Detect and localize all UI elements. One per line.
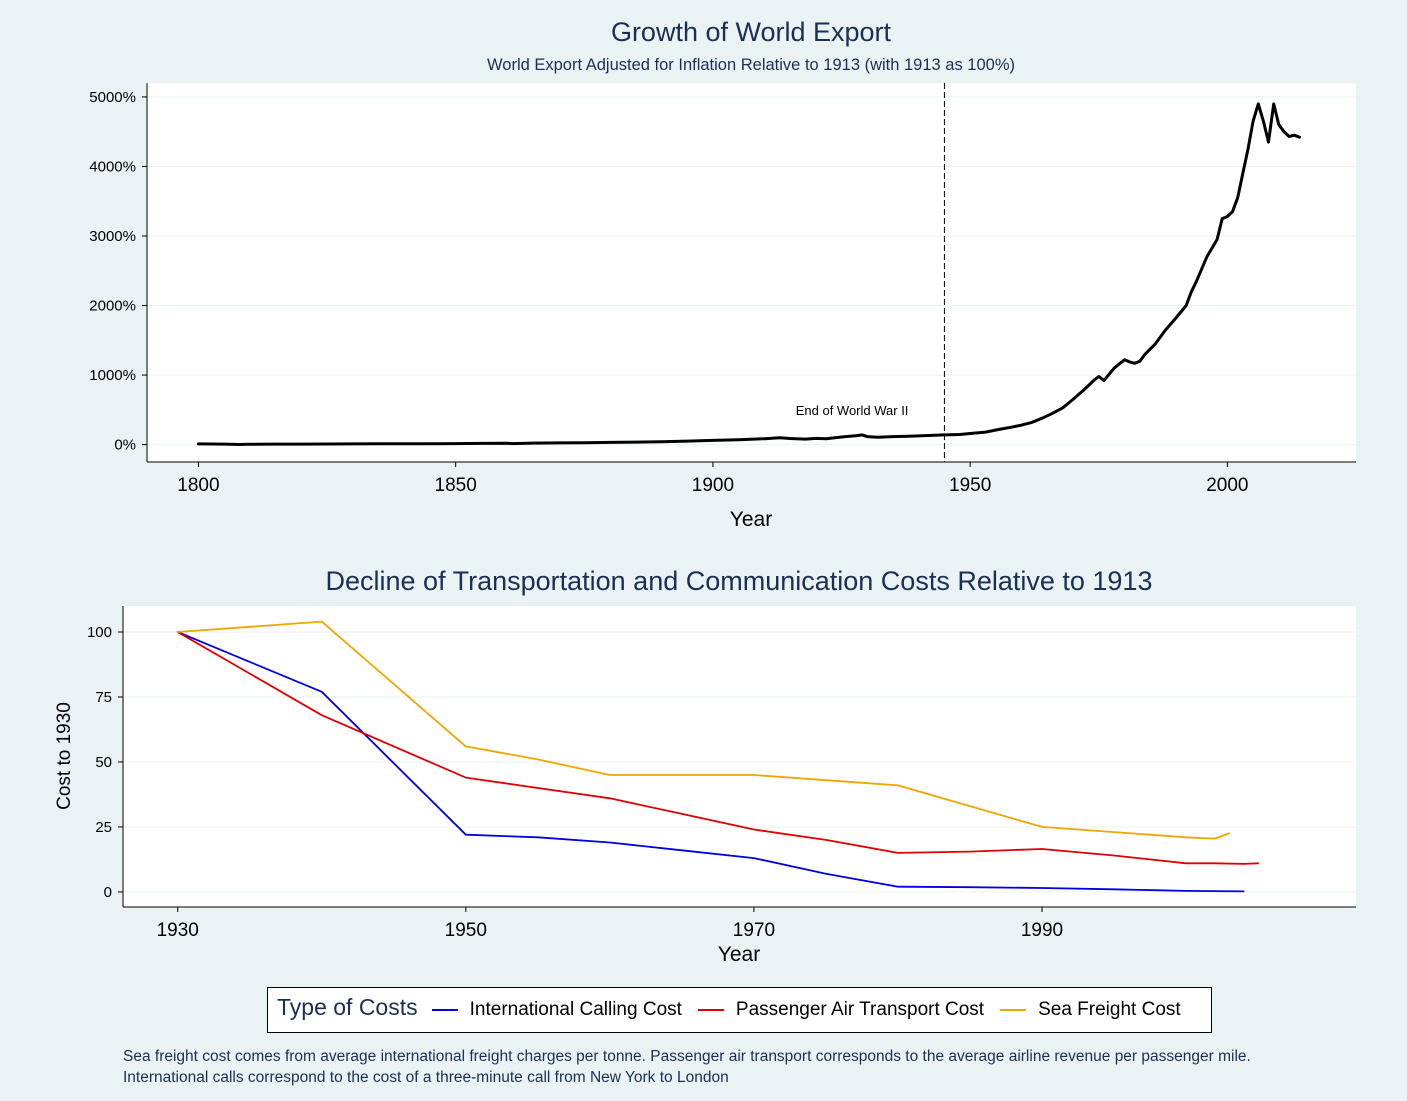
source-note-line-2: International calls correspond to the co… — [123, 1069, 729, 1086]
y-tick-label: 75 — [95, 689, 112, 706]
legend-swatch-air — [697, 1009, 724, 1011]
costs-x-axis-title: Year — [718, 943, 760, 966]
charts-canvas: Growth of World Export World Export Adju… — [54, 17, 1356, 966]
y-tick-label: 50 — [95, 754, 112, 771]
legend-label-calling: International Calling Cost — [469, 999, 682, 1020]
source-note-line-1: Sea freight cost comes from average inte… — [123, 1048, 1251, 1065]
x-tick-label: 1900 — [692, 475, 734, 496]
x-tick-label: 2000 — [1206, 475, 1248, 496]
export-series — [196, 102, 1301, 446]
series-line-2 — [176, 620, 1231, 840]
y-tick-label: 100 — [87, 624, 112, 641]
export-axes: 0% 1000% 2000% 3000% 4000% 5000% 1800 1850 1900 1… — [89, 83, 1356, 496]
costs-axes: 0 25 50 75 100 1930 1950 1970 1990 — [87, 606, 1356, 941]
export-chart: Growth of World Export World Export Adju… — [89, 17, 1356, 531]
series-line-0 — [196, 102, 1301, 446]
series-line-0 — [176, 631, 1245, 893]
y-tick-label: 1000% — [89, 367, 136, 384]
legend-label-air: Passenger Air Transport Cost — [735, 999, 985, 1020]
y-tick-label: 0 — [104, 884, 112, 901]
y-tick-label: 5000% — [89, 89, 136, 106]
x-tick-label: 1850 — [435, 475, 477, 496]
y-tick-label: 0% — [114, 437, 136, 454]
legend-swatch-sea — [1000, 1009, 1027, 1011]
x-tick-label: 1950 — [949, 475, 991, 496]
x-tick-label: 1800 — [177, 475, 219, 496]
export-gridlines — [147, 96, 1356, 446]
legend-item-sea: Sea Freight Cost — [1000, 999, 1181, 1021]
legend-swatch-calling — [431, 1009, 458, 1011]
legend: Type of Costs International Calling Cost… — [267, 987, 1212, 1033]
ww2-label: End of World War II — [796, 403, 909, 418]
costs-chart: Decline of Transportation and Communicat… — [54, 566, 1356, 966]
costs-chart-title: Decline of Transportation and Communicat… — [326, 566, 1153, 596]
legend-item-calling: International Calling Cost — [431, 999, 682, 1021]
export-chart-title: Growth of World Export — [611, 17, 892, 47]
legend-item-air: Passenger Air Transport Cost — [697, 999, 985, 1021]
costs-series — [176, 620, 1259, 893]
x-tick-label: 1930 — [157, 920, 199, 941]
y-tick-label: 2000% — [89, 298, 136, 315]
source-note: Sea freight cost comes from average inte… — [123, 1046, 1353, 1088]
y-tick-label: 3000% — [89, 228, 136, 245]
legend-label-sea: Sea Freight Cost — [1038, 999, 1181, 1020]
y-tick-label: 4000% — [89, 158, 136, 175]
x-tick-label: 1970 — [733, 920, 775, 941]
export-x-axis-title: Year — [730, 508, 772, 531]
y-tick-label: 25 — [95, 819, 112, 836]
x-tick-label: 1950 — [445, 920, 487, 941]
costs-gridlines — [123, 631, 1356, 893]
ww2-annotation: End of World War II — [796, 83, 945, 462]
export-chart-subtitle: World Export Adjusted for Inflation Rela… — [487, 56, 1015, 74]
x-tick-label: 1990 — [1021, 920, 1063, 941]
legend-title: Type of Costs — [277, 993, 418, 1020]
costs-y-axis-title: Cost to 1930 — [54, 702, 75, 810]
series-line-1 — [176, 631, 1259, 865]
export-plot-area — [147, 83, 1356, 462]
